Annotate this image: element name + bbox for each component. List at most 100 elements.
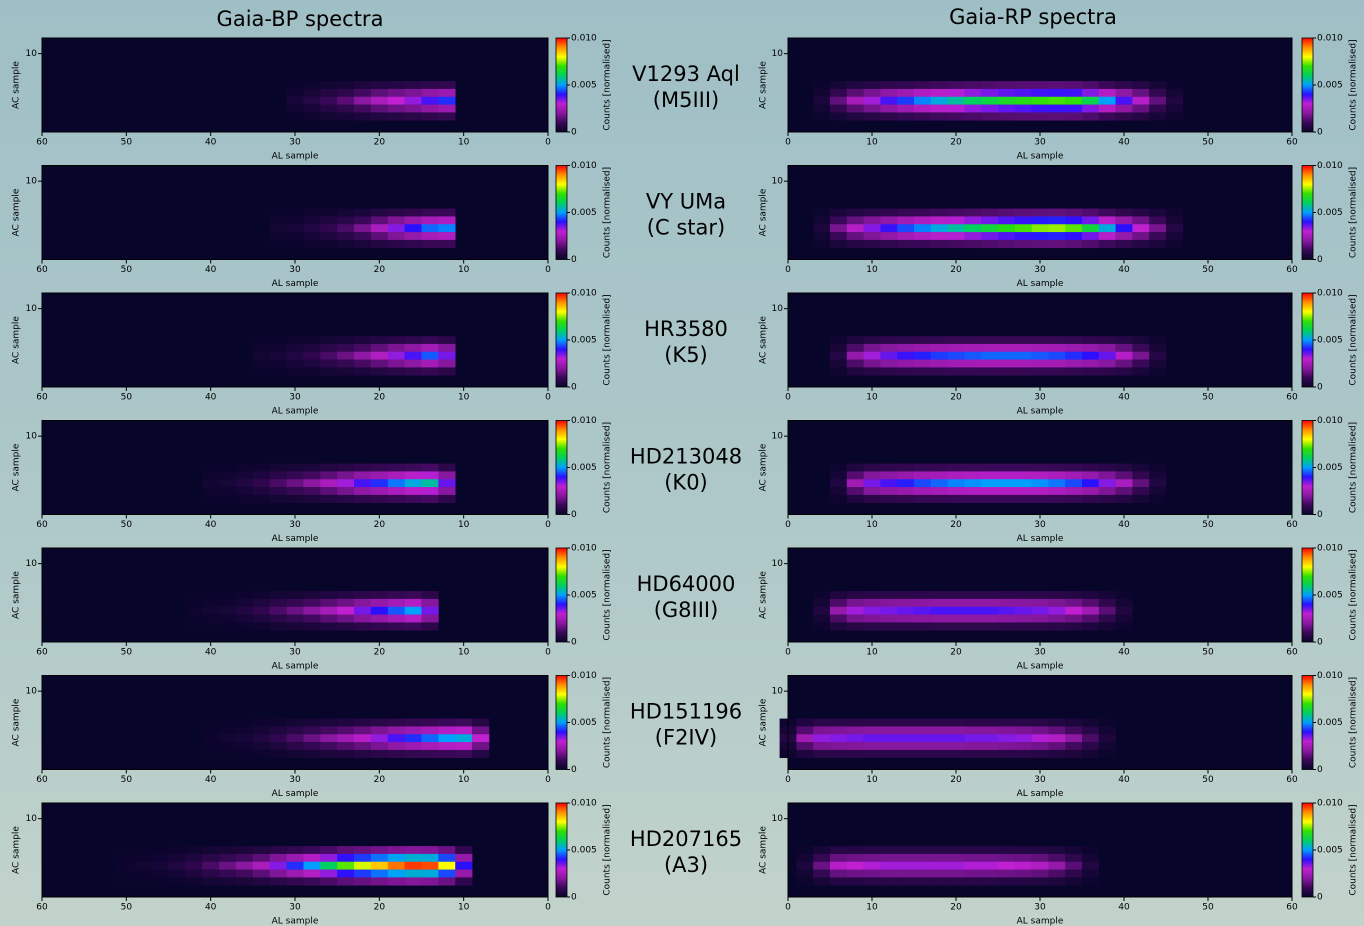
heat-cell [286,614,304,623]
heat-cell [1048,471,1066,480]
colorbar-label: Counts [normalised] [1349,294,1359,385]
heat-cell [337,81,355,90]
x-tick-label: 0 [545,648,551,658]
heat-cell [1098,494,1116,504]
heat-cell [354,216,372,225]
x-tick-label: 50 [1202,520,1214,530]
heat-cell [1149,343,1167,353]
y-tick-label: 10 [26,687,38,697]
spectral-class: (G8III) [654,598,719,622]
heat-cell [286,232,304,241]
heat-cell [1149,88,1167,98]
heat-cell [846,726,864,735]
heat-cell [930,749,948,759]
heat-cell [421,877,439,886]
colorbar-tick-label: 0 [1317,383,1323,393]
x-tick-label: 30 [1034,903,1046,913]
heat-cell [404,112,422,121]
heat-cell [404,343,422,353]
heat-cell [930,487,948,496]
heat-cell [1048,112,1066,121]
heat-cell [930,367,948,376]
heat-cell [930,104,948,113]
heat-cell [981,88,999,98]
colorbar [555,675,568,770]
heat-cell [320,471,338,480]
heat-cell [880,606,898,615]
heat-cell [202,463,220,472]
x-tick-label: 50 [1202,648,1214,658]
heat-cell [438,742,456,751]
heat-cell [1031,614,1049,623]
heat-cell [337,208,355,217]
heat-cell [1065,479,1083,488]
x-tick-label: 30 [1034,138,1046,148]
heat-cell [286,742,304,751]
heat-cell [1014,112,1032,121]
heat-cell [1082,463,1100,472]
heat-cell [303,846,321,855]
x-tick-label: 10 [866,265,878,275]
heat-cell [1031,877,1049,886]
heat-cell [981,343,999,353]
colorbar-label: Counts [normalised] [1349,804,1359,895]
heat-cell [202,479,220,488]
heat-cell [880,734,898,743]
colorbar-label: Counts [normalised] [1349,422,1359,513]
heat-cell [964,208,982,217]
x-axis-label: AL sample [272,407,319,417]
heat-cell [421,742,439,751]
heat-cell [880,81,898,90]
heat-cell [981,742,999,751]
heat-cell [117,853,136,863]
heat-cell [235,494,254,504]
colorbar [1301,802,1314,898]
heat-cell [1115,216,1133,225]
heat-cell [185,598,203,608]
heat-cell [455,861,473,870]
heat-cell [1082,224,1100,233]
heat-cell [320,622,338,631]
heat-cell [1115,367,1133,376]
panel: 60 50 40 30 20 10 0 AL sample 10 AC sample 0 0.005 0… [12,34,613,162]
x-tick-label: 30 [289,648,301,658]
heat-cell [846,591,864,600]
heat-cell [1149,463,1167,472]
heat-cell [914,487,932,496]
heat-cell [337,336,355,345]
spectral-class: (A3) [664,853,708,877]
x-axis-label: AL sample [1017,917,1064,926]
heat-cell [337,726,355,735]
heat-cell [337,869,355,878]
spectral-class: (F2IV) [655,726,717,750]
heat-cell [303,367,321,376]
heat-cell [830,224,848,233]
heat-cell [947,88,965,98]
colorbar-tick-label: 0.010 [571,416,597,426]
heat-cell [303,718,321,727]
colorbar-label: Counts [normalised] [603,39,613,130]
heat-cell [1014,224,1032,233]
heat-cell [1014,343,1032,353]
heat-cell [404,359,422,368]
heat-cell [252,336,270,345]
heat-cell [830,336,848,345]
x-tick-label: 40 [1118,138,1130,148]
heat-cell [846,869,864,878]
heat-cell [269,336,287,345]
heat-cell [981,232,999,241]
heat-cell [830,853,848,863]
heat-cell [337,343,355,353]
heat-cell [303,877,321,886]
heat-cell [269,487,287,496]
heat-cell [846,239,864,249]
heat-cell [320,591,338,600]
heat-cell [947,734,965,743]
heat-cell [269,846,287,855]
heat-cell [1149,96,1167,105]
colorbar [555,547,568,643]
colorbar-label: Counts [normalised] [1349,677,1359,768]
x-tick-label: 40 [1118,775,1130,785]
heat-cell [337,718,355,727]
